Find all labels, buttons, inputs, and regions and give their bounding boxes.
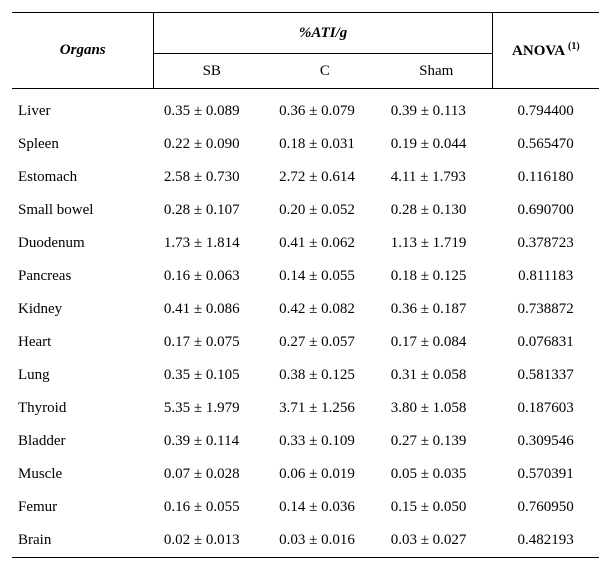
anova-cell: 0.811183 — [492, 260, 599, 293]
header-anova: ANOVA (1) — [492, 13, 599, 89]
c-cell: 0.20 ± 0.052 — [269, 194, 381, 227]
organ-cell: Femur — [12, 491, 154, 524]
anova-cell: 0.581337 — [492, 359, 599, 392]
sb-cell: 5.35 ± 1.979 — [154, 392, 269, 425]
sb-cell: 2.58 ± 0.730 — [154, 161, 269, 194]
sham-cell: 0.31 ± 0.058 — [381, 359, 493, 392]
organ-cell: Heart — [12, 326, 154, 359]
anova-cell: 0.794400 — [492, 89, 599, 129]
table-body: Liver0.35 ± 0.0890.36 ± 0.0790.39 ± 0.11… — [12, 89, 599, 558]
c-cell: 0.33 ± 0.109 — [269, 425, 381, 458]
table-row: Liver0.35 ± 0.0890.36 ± 0.0790.39 ± 0.11… — [12, 89, 599, 129]
table-row: Femur0.16 ± 0.0550.14 ± 0.0360.15 ± 0.05… — [12, 491, 599, 524]
table-row: Pancreas0.16 ± 0.0630.14 ± 0.0550.18 ± 0… — [12, 260, 599, 293]
sb-cell: 0.16 ± 0.063 — [154, 260, 269, 293]
table-row: Heart0.17 ± 0.0750.27 ± 0.0570.17 ± 0.08… — [12, 326, 599, 359]
sb-cell: 0.17 ± 0.075 — [154, 326, 269, 359]
table-row: Lung0.35 ± 0.1050.38 ± 0.1250.31 ± 0.058… — [12, 359, 599, 392]
organ-cell: Spleen — [12, 128, 154, 161]
anova-cell: 0.760950 — [492, 491, 599, 524]
sham-cell: 3.80 ± 1.058 — [381, 392, 493, 425]
anova-cell: 0.076831 — [492, 326, 599, 359]
c-cell: 0.36 ± 0.079 — [269, 89, 381, 129]
anova-cell: 0.738872 — [492, 293, 599, 326]
sham-cell: 0.28 ± 0.130 — [381, 194, 493, 227]
table-row: Muscle0.07 ± 0.0280.06 ± 0.0190.05 ± 0.0… — [12, 458, 599, 491]
sb-cell: 0.35 ± 0.089 — [154, 89, 269, 129]
anova-cell: 0.309546 — [492, 425, 599, 458]
sham-cell: 0.05 ± 0.035 — [381, 458, 493, 491]
sb-cell: 1.73 ± 1.814 — [154, 227, 269, 260]
c-cell: 0.14 ± 0.055 — [269, 260, 381, 293]
organ-cell: Estomach — [12, 161, 154, 194]
c-cell: 3.71 ± 1.256 — [269, 392, 381, 425]
organ-cell: Pancreas — [12, 260, 154, 293]
c-cell: 0.42 ± 0.082 — [269, 293, 381, 326]
organ-cell: Brain — [12, 524, 154, 558]
organ-cell: Liver — [12, 89, 154, 129]
c-cell: 0.27 ± 0.057 — [269, 326, 381, 359]
organ-cell: Small bowel — [12, 194, 154, 227]
organ-cell: Kidney — [12, 293, 154, 326]
header-organs: Organs — [12, 13, 154, 89]
sham-cell: 0.36 ± 0.187 — [381, 293, 493, 326]
sham-cell: 4.11 ± 1.793 — [381, 161, 493, 194]
sb-cell: 0.35 ± 0.105 — [154, 359, 269, 392]
sham-cell: 0.18 ± 0.125 — [381, 260, 493, 293]
sham-cell: 0.27 ± 0.139 — [381, 425, 493, 458]
table-row: Small bowel0.28 ± 0.1070.20 ± 0.0520.28 … — [12, 194, 599, 227]
table-header: Organs %ATI/g ANOVA (1) SB C Sham — [12, 13, 599, 89]
sb-cell: 0.22 ± 0.090 — [154, 128, 269, 161]
table-row: Estomach2.58 ± 0.7302.72 ± 0.6144.11 ± 1… — [12, 161, 599, 194]
table-row: Spleen0.22 ± 0.0900.18 ± 0.0310.19 ± 0.0… — [12, 128, 599, 161]
c-cell: 0.03 ± 0.016 — [269, 524, 381, 558]
header-c: C — [269, 54, 381, 89]
sb-cell: 0.41 ± 0.086 — [154, 293, 269, 326]
anova-cell: 0.565470 — [492, 128, 599, 161]
anova-cell: 0.482193 — [492, 524, 599, 558]
organ-cell: Thyroid — [12, 392, 154, 425]
sham-cell: 0.15 ± 0.050 — [381, 491, 493, 524]
table-row: Bladder0.39 ± 0.1140.33 ± 0.1090.27 ± 0.… — [12, 425, 599, 458]
table-row: Thyroid5.35 ± 1.9793.71 ± 1.2563.80 ± 1.… — [12, 392, 599, 425]
organ-cell: Muscle — [12, 458, 154, 491]
organ-cell: Bladder — [12, 425, 154, 458]
header-sham: Sham — [381, 54, 493, 89]
sb-cell: 0.07 ± 0.028 — [154, 458, 269, 491]
sb-cell: 0.16 ± 0.055 — [154, 491, 269, 524]
data-table: Organs %ATI/g ANOVA (1) SB C Sham Liver0… — [12, 12, 599, 558]
c-cell: 0.14 ± 0.036 — [269, 491, 381, 524]
c-cell: 2.72 ± 0.614 — [269, 161, 381, 194]
anova-cell: 0.690700 — [492, 194, 599, 227]
organ-cell: Lung — [12, 359, 154, 392]
sham-cell: 0.19 ± 0.044 — [381, 128, 493, 161]
c-cell: 0.41 ± 0.062 — [269, 227, 381, 260]
sham-cell: 0.39 ± 0.113 — [381, 89, 493, 129]
header-anova-label: ANOVA — [512, 43, 568, 59]
header-sb: SB — [154, 54, 269, 89]
table-row: Brain0.02 ± 0.0130.03 ± 0.0160.03 ± 0.02… — [12, 524, 599, 558]
sb-cell: 0.28 ± 0.107 — [154, 194, 269, 227]
table-row: Duodenum1.73 ± 1.8140.41 ± 0.0621.13 ± 1… — [12, 227, 599, 260]
sham-cell: 1.13 ± 1.719 — [381, 227, 493, 260]
organ-cell: Duodenum — [12, 227, 154, 260]
c-cell: 0.38 ± 0.125 — [269, 359, 381, 392]
anova-cell: 0.116180 — [492, 161, 599, 194]
header-anova-sup: (1) — [568, 41, 580, 52]
sb-cell: 0.39 ± 0.114 — [154, 425, 269, 458]
sb-cell: 0.02 ± 0.013 — [154, 524, 269, 558]
header-ati: %ATI/g — [154, 13, 492, 54]
table-row: Kidney0.41 ± 0.0860.42 ± 0.0820.36 ± 0.1… — [12, 293, 599, 326]
anova-cell: 0.187603 — [492, 392, 599, 425]
sham-cell: 0.17 ± 0.084 — [381, 326, 493, 359]
c-cell: 0.06 ± 0.019 — [269, 458, 381, 491]
anova-cell: 0.570391 — [492, 458, 599, 491]
sham-cell: 0.03 ± 0.027 — [381, 524, 493, 558]
anova-cell: 0.378723 — [492, 227, 599, 260]
c-cell: 0.18 ± 0.031 — [269, 128, 381, 161]
